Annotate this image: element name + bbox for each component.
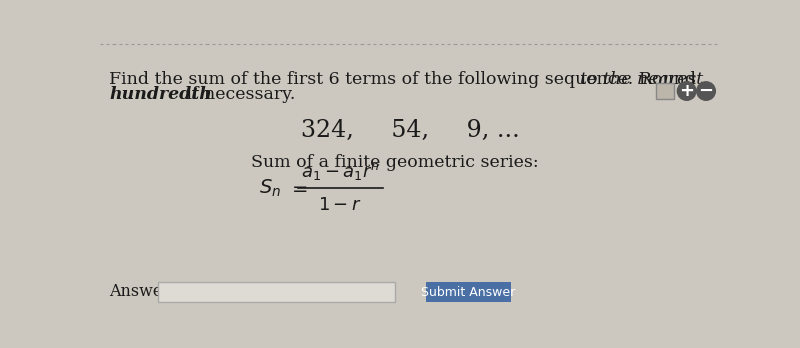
Text: $=$: $=$ bbox=[288, 179, 309, 197]
Circle shape bbox=[697, 82, 715, 100]
Text: if necessary.: if necessary. bbox=[182, 86, 296, 103]
Text: $a_1 - a_1r^n$: $a_1 - a_1r^n$ bbox=[301, 161, 379, 182]
Text: +: + bbox=[679, 82, 694, 100]
Text: −: − bbox=[698, 82, 714, 100]
Text: Sum of a finite geometric series:: Sum of a finite geometric series: bbox=[251, 154, 538, 171]
Text: 324,     54,     9, ...: 324, 54, 9, ... bbox=[301, 119, 519, 142]
Circle shape bbox=[678, 82, 696, 100]
Text: Submit Answer: Submit Answer bbox=[421, 285, 515, 299]
FancyBboxPatch shape bbox=[656, 83, 674, 99]
Text: $S_n$: $S_n$ bbox=[259, 177, 281, 199]
Text: Find the sum of the first 6 terms of the following sequence. Round: Find the sum of the first 6 terms of the… bbox=[110, 71, 702, 88]
FancyBboxPatch shape bbox=[426, 282, 510, 302]
Text: to the nearest: to the nearest bbox=[580, 71, 703, 88]
FancyBboxPatch shape bbox=[158, 282, 394, 302]
Text: Answer:: Answer: bbox=[110, 283, 176, 300]
Text: hundredth: hundredth bbox=[110, 86, 212, 103]
Text: $1 - r$: $1 - r$ bbox=[318, 196, 362, 214]
